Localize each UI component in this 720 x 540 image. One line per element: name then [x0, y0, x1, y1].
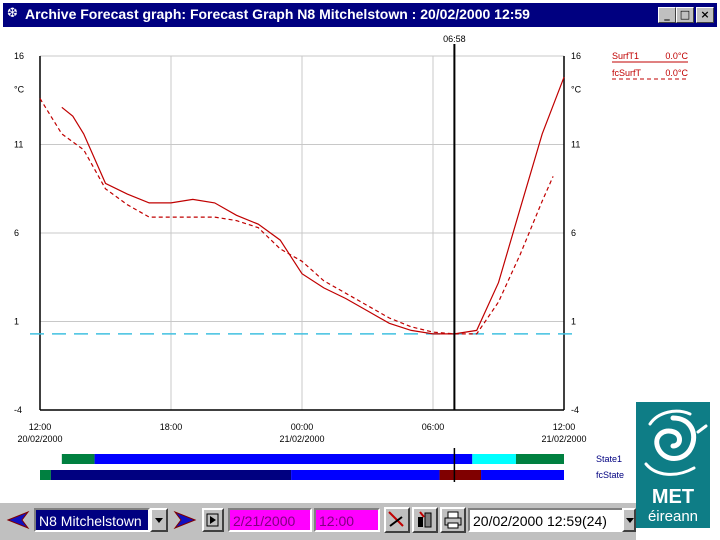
y-tick-label-right: 1 — [571, 317, 576, 327]
maximize-button[interactable]: □ — [676, 7, 694, 23]
window-title: Archive Forecast graph: Forecast Graph N… — [25, 6, 530, 22]
station-dropdown-button[interactable] — [150, 508, 168, 532]
state-bar-label: State1 — [596, 454, 622, 464]
y-unit-right: °C — [571, 85, 582, 95]
app-icon[interactable]: ❆ — [7, 6, 18, 21]
date-field[interactable]: 2/21/2000 — [228, 508, 312, 532]
minimize-button[interactable]: _ — [658, 7, 676, 23]
state-bar-segment — [472, 454, 516, 464]
x-tick-date-label: 21/02/2000 — [541, 434, 586, 444]
play-icon — [206, 513, 219, 527]
met-eireann-logo: MET éireann — [636, 402, 710, 528]
y-tick-label-left: 1 — [14, 317, 19, 327]
state-bar-segment — [291, 470, 440, 480]
forecast-chart: 12:00 20/02/2000 18:00 00:00 21/02/2000 06:00… — [14, 34, 688, 482]
legend-entry-name: fcSurfT — [612, 68, 642, 78]
time-field-value: 12:00 — [319, 513, 355, 529]
state-bar-segment — [94, 454, 473, 464]
chevron-down-icon — [155, 518, 163, 523]
archive-datetime-value: 20/02/2000 12:59(24) — [473, 513, 607, 529]
state-bar-segment — [61, 454, 95, 464]
bottom-toolbar: N8 Mitchelstown 2/21/2000 12:00 — [0, 503, 636, 540]
settings-button[interactable] — [412, 507, 438, 533]
x-tick-label: 12:00 — [553, 422, 576, 432]
y-unit-left: °C — [14, 85, 25, 95]
x-tick-label: 06:00 — [422, 422, 445, 432]
logo-swirl-icon — [644, 409, 708, 476]
chevron-down-icon — [626, 518, 634, 523]
state-bar-segment — [50, 470, 292, 480]
x-tick-label: 12:00 — [29, 422, 52, 432]
state-bar-segment — [40, 470, 51, 480]
archive-datetime-select[interactable]: 20/02/2000 12:59(24) — [468, 508, 624, 532]
settings-icon — [418, 511, 432, 528]
time-field[interactable]: 12:00 — [314, 508, 380, 532]
title-bar[interactable]: ❆ Archive Forecast graph: Forecast Graph… — [3, 3, 717, 27]
x-tick-label: 00:00 — [291, 422, 314, 432]
play-button[interactable] — [202, 508, 224, 532]
y-tick-label-right: 11 — [571, 140, 580, 150]
y-tick-label-right: -4 — [571, 405, 579, 415]
next-station-button[interactable] — [171, 507, 199, 533]
state-bar-segment — [439, 470, 482, 480]
close-button[interactable]: × — [696, 7, 714, 23]
prev-arrow-icon — [6, 510, 30, 530]
y-tick-label-left: 6 — [14, 228, 19, 238]
state-bar-segment — [481, 470, 564, 480]
logo-text-eireann: éireann — [647, 508, 699, 525]
legend-entry-value: 0.0°C — [665, 68, 688, 78]
prev-station-button[interactable] — [4, 507, 32, 533]
printer-icon — [444, 511, 462, 529]
series-line-surft1 — [61, 76, 565, 335]
print-button[interactable] — [440, 507, 466, 533]
logo-text-met: MET — [651, 486, 695, 508]
y-tick-label-left: 16 — [14, 51, 24, 61]
x-tick-label: 18:00 — [160, 422, 183, 432]
x-tick-date-label: 20/02/2000 — [17, 434, 62, 444]
x-tick-date-label: 21/02/2000 — [279, 434, 324, 444]
state-bar-segment — [515, 454, 564, 464]
legend-entry-value: 0.0°C — [665, 51, 688, 61]
y-tick-label-right: 6 — [571, 228, 576, 238]
state-bar-label: fcState — [596, 470, 624, 480]
date-field-value: 2/21/2000 — [233, 513, 296, 529]
y-tick-label-left: -4 — [14, 405, 22, 415]
archive-dropdown-button[interactable] — [622, 508, 636, 532]
y-tick-label-right: 16 — [571, 51, 581, 61]
legend-entry-name: SurfT1 — [612, 51, 639, 61]
next-arrow-icon — [173, 510, 197, 530]
station-select[interactable]: N8 Mitchelstown — [34, 508, 150, 532]
station-select-value: N8 Mitchelstown — [39, 513, 142, 529]
y-tick-label-left: 11 — [14, 140, 23, 150]
tools-button[interactable] — [384, 507, 410, 533]
series-line-fcsurft — [39, 98, 554, 335]
cursor-time-label: 06:58 — [443, 34, 466, 44]
tools-icon — [388, 511, 404, 527]
